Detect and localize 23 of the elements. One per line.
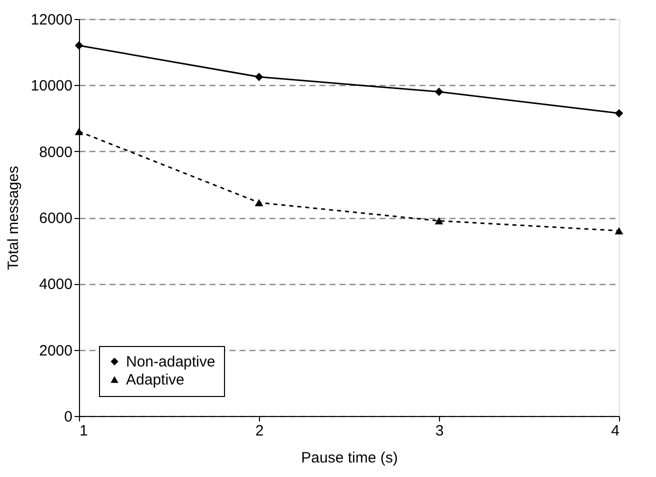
y-tick-label: 2000 [39,342,72,360]
x-tick-label: 3 [435,422,444,440]
y-tick-label: 4000 [39,276,72,294]
y-tick-label: 0 [64,408,72,426]
y-axis-title: Total messages [4,166,22,270]
legend-label: Adaptive [126,372,184,388]
point [74,41,84,50]
point [614,227,624,234]
x-tick-label: 2 [255,422,264,440]
point [74,128,84,136]
x-axis-title: Pause time (s) [301,450,398,466]
x-tick-label: 4 [611,422,620,440]
point [614,109,624,118]
point [434,88,444,96]
y-tick-label: 8000 [39,144,72,161]
y-tick-label: 10000 [30,78,72,95]
x-tick-label: 1 [80,422,88,440]
y-tick-label: 6000 [39,210,72,227]
point [254,198,264,206]
point [254,72,264,82]
legend-label: Non-adaptive [126,354,216,370]
y-tick-label: 12000 [30,12,72,28]
point [434,217,444,224]
